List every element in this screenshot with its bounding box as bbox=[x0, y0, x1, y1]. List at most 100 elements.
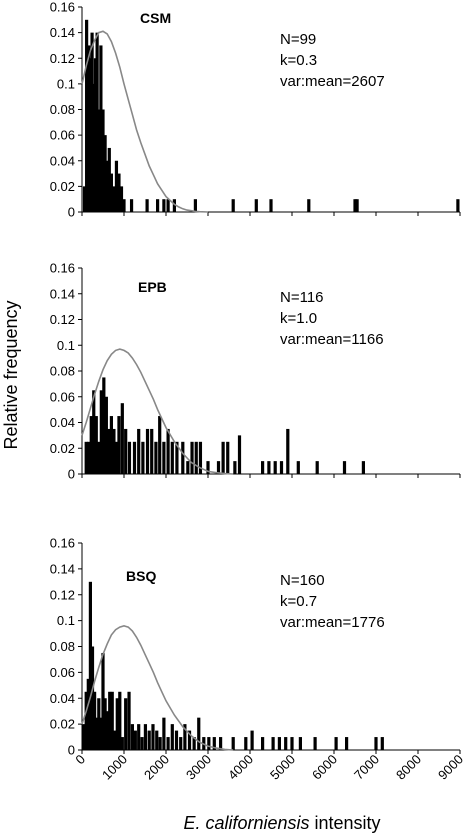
bar bbox=[207, 737, 211, 750]
bar bbox=[374, 737, 378, 750]
bar bbox=[166, 199, 170, 212]
bar bbox=[162, 199, 166, 212]
x-tick-label: 1000 bbox=[99, 752, 130, 783]
bar bbox=[122, 199, 126, 212]
bar bbox=[226, 441, 230, 474]
bar bbox=[87, 441, 91, 474]
bar bbox=[166, 428, 170, 474]
bar bbox=[313, 737, 317, 750]
bar bbox=[112, 186, 116, 212]
bar bbox=[261, 737, 265, 750]
bar bbox=[99, 390, 103, 474]
bar bbox=[145, 199, 149, 212]
bar bbox=[269, 199, 273, 212]
bar bbox=[103, 135, 107, 212]
bar bbox=[110, 691, 114, 750]
y-tick-label: 0.16 bbox=[50, 536, 75, 551]
bar bbox=[143, 724, 148, 750]
bar bbox=[114, 160, 119, 212]
bar bbox=[170, 724, 174, 750]
y-tick-label: 0.12 bbox=[50, 587, 75, 602]
y-tick-label: 0.02 bbox=[50, 717, 75, 732]
x-axis-label: E. californiensis intensity bbox=[183, 813, 380, 833]
bar bbox=[127, 441, 132, 474]
bar bbox=[97, 441, 101, 474]
bar bbox=[119, 186, 124, 212]
bar bbox=[85, 19, 89, 212]
y-tick-label: 0.14 bbox=[50, 25, 75, 40]
x-tick-label: 3000 bbox=[183, 752, 214, 783]
y-tick-label: 0 bbox=[68, 205, 75, 220]
bar bbox=[82, 724, 86, 750]
bar bbox=[84, 691, 88, 750]
bar bbox=[254, 199, 258, 212]
bar bbox=[117, 173, 121, 212]
bar bbox=[107, 147, 111, 212]
bar bbox=[179, 737, 183, 750]
bar bbox=[307, 199, 311, 212]
bar bbox=[114, 441, 119, 474]
x-tick-label: 9000 bbox=[435, 752, 466, 783]
bar bbox=[198, 441, 203, 474]
y-tick-label: 0.08 bbox=[50, 102, 75, 117]
bar bbox=[172, 199, 176, 212]
bar bbox=[298, 737, 302, 750]
bar bbox=[95, 32, 99, 212]
bar bbox=[193, 199, 197, 212]
bar bbox=[103, 698, 107, 750]
stat-line: var:mean=1776 bbox=[280, 614, 385, 631]
y-tick-label: 0.04 bbox=[50, 415, 75, 430]
y-tick-label: 0.02 bbox=[50, 441, 75, 456]
y-tick-label: 0.12 bbox=[50, 51, 75, 66]
y-tick-label: 0.08 bbox=[50, 364, 75, 379]
bar bbox=[137, 724, 141, 750]
fitted-curve bbox=[81, 348, 234, 475]
bar bbox=[190, 441, 194, 474]
bar bbox=[105, 711, 109, 750]
bar bbox=[267, 461, 271, 474]
stat-line: k=1.0 bbox=[280, 310, 317, 327]
bar bbox=[86, 678, 90, 750]
x-tick-label: 5000 bbox=[267, 752, 298, 783]
bar bbox=[380, 737, 384, 750]
bar bbox=[150, 428, 154, 474]
stat-line: var:mean=2607 bbox=[280, 73, 385, 90]
bar bbox=[244, 737, 248, 750]
bar bbox=[107, 428, 111, 474]
bar bbox=[124, 428, 128, 474]
bar bbox=[277, 737, 281, 750]
bar bbox=[175, 441, 179, 474]
bar bbox=[197, 717, 201, 750]
bar bbox=[88, 58, 92, 212]
bar bbox=[97, 109, 101, 212]
stat-line: N=116 bbox=[280, 289, 324, 306]
bar bbox=[113, 730, 117, 750]
bar bbox=[456, 199, 460, 212]
bar bbox=[284, 737, 288, 750]
fitted-curve bbox=[81, 624, 234, 751]
bar bbox=[186, 461, 190, 474]
y-tick-label: 0.1 bbox=[57, 338, 75, 353]
bar bbox=[273, 461, 277, 474]
stat-line: k=0.7 bbox=[280, 593, 317, 610]
bar bbox=[99, 717, 103, 750]
bar bbox=[130, 724, 134, 750]
panel-title: BSQ bbox=[126, 568, 156, 584]
bar bbox=[361, 461, 365, 474]
bar bbox=[156, 199, 160, 212]
bar bbox=[141, 441, 145, 474]
x-tick-label: 4000 bbox=[225, 752, 256, 783]
bar bbox=[109, 173, 113, 212]
stat-line: N=99 bbox=[280, 31, 316, 48]
bar bbox=[97, 698, 101, 750]
bar bbox=[94, 416, 98, 474]
y-tick-label: 0.04 bbox=[50, 691, 75, 706]
bar bbox=[117, 416, 121, 474]
bar bbox=[118, 691, 122, 750]
bar bbox=[108, 691, 112, 750]
bar bbox=[162, 717, 166, 750]
bar bbox=[355, 199, 359, 212]
bar bbox=[342, 461, 347, 474]
stat-line: N=160 bbox=[280, 572, 325, 589]
y-tick-label: 0 bbox=[68, 743, 75, 758]
